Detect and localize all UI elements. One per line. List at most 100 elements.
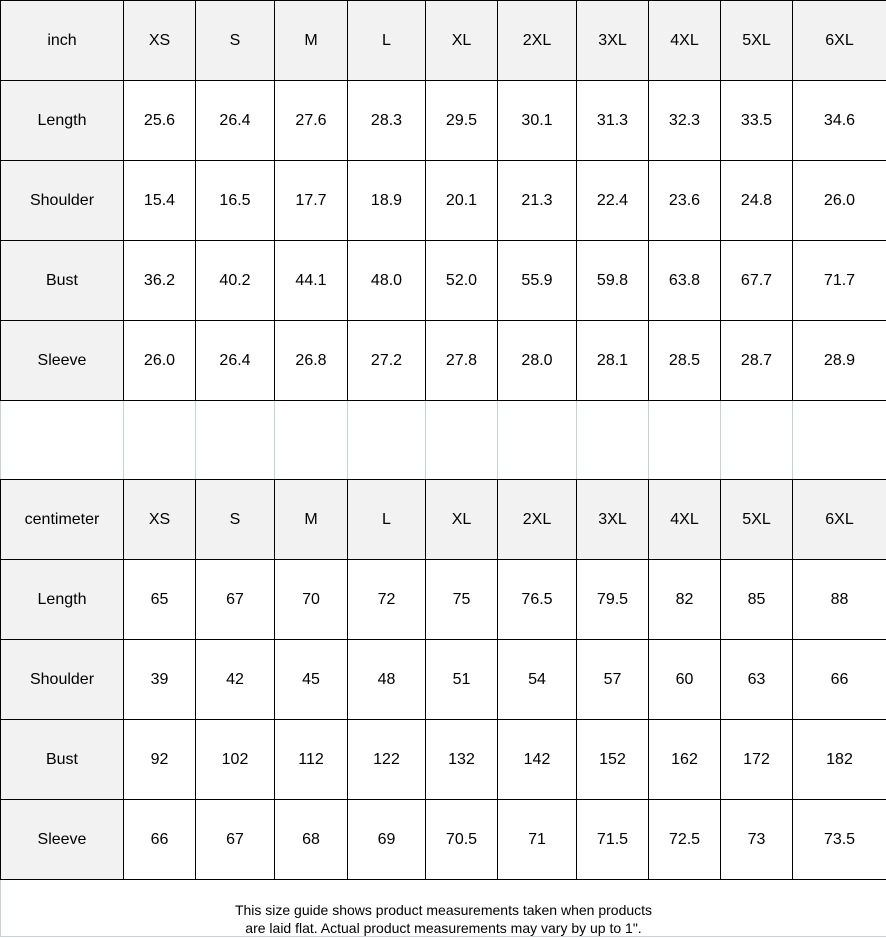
measurement-cell: 33.5 — [720, 80, 793, 161]
measurement-cell: 27.2 — [347, 320, 426, 401]
measurement-cell: 28.1 — [576, 320, 649, 401]
measurement-cell: 67.7 — [720, 240, 793, 321]
measurement-cell: 68 — [274, 799, 348, 880]
measurement-cell: 48 — [347, 639, 426, 720]
row-label: Shoulder — [0, 639, 124, 720]
header-row: centimeter XS S M L XL 2XL 3XL 4XL 5XL 6XL — [0, 479, 886, 560]
measurement-row: Shoulder 39 42 45 48 51 54 57 60 63 66 — [0, 639, 886, 720]
measurement-cell: 66 — [123, 799, 196, 880]
measurement-cell: 20.1 — [425, 160, 498, 241]
measurement-cell: 162 — [648, 719, 721, 800]
measurement-cell: 71.5 — [576, 799, 649, 880]
measurement-cell: 31.3 — [576, 80, 649, 161]
measurement-cell: 132 — [425, 719, 498, 800]
measurement-cell: 152 — [576, 719, 649, 800]
measurement-cell: 70 — [274, 559, 348, 640]
unit-label: centimeter — [0, 479, 124, 560]
measurement-cell: 76.5 — [497, 559, 577, 640]
size-header: XS — [123, 0, 196, 81]
measurement-cell: 28.5 — [648, 320, 721, 401]
measurement-cell: 88 — [792, 559, 886, 640]
empty-cell — [347, 401, 426, 479]
measurement-cell: 102 — [195, 719, 275, 800]
measurement-cell: 72.5 — [648, 799, 721, 880]
measurement-cell: 45 — [274, 639, 348, 720]
measurement-cell: 71.7 — [792, 240, 886, 321]
measurement-row: Bust 92 102 112 122 132 142 152 162 172 182 — [0, 719, 886, 800]
measurement-cell: 69 — [347, 799, 426, 880]
row-label: Bust — [0, 240, 124, 321]
measurement-cell: 26.4 — [195, 80, 275, 161]
empty-cell — [425, 401, 498, 479]
measurement-cell: 44.1 — [274, 240, 348, 321]
measurement-cell: 59.8 — [576, 240, 649, 321]
size-header: XL — [425, 479, 498, 560]
measurement-cell: 28.9 — [792, 320, 886, 401]
measurement-cell: 63.8 — [648, 240, 721, 321]
measurement-cell: 15.4 — [123, 160, 196, 241]
measurement-cell: 67 — [195, 559, 275, 640]
size-header: L — [347, 0, 426, 81]
measurement-row: Length 25.6 26.4 27.6 28.3 29.5 30.1 31.3 32.3 33… — [0, 80, 886, 161]
measurement-cell: 66 — [792, 639, 886, 720]
size-header: XL — [425, 0, 498, 81]
size-header: 4XL — [648, 479, 721, 560]
measurement-cell: 18.9 — [347, 160, 426, 241]
measurement-cell: 82 — [648, 559, 721, 640]
size-header: M — [274, 479, 348, 560]
size-header: M — [274, 0, 348, 81]
measurement-cell: 36.2 — [123, 240, 196, 321]
measurement-cell: 73 — [720, 799, 793, 880]
empty-cell — [648, 401, 721, 479]
size-header: L — [347, 479, 426, 560]
measurement-cell: 30.1 — [497, 80, 577, 161]
measurement-cell: 21.3 — [497, 160, 577, 241]
measurement-cell: 24.8 — [720, 160, 793, 241]
measurement-cell: 22.4 — [576, 160, 649, 241]
empty-cell — [576, 401, 649, 479]
empty-cell — [0, 401, 124, 479]
size-header: S — [195, 0, 275, 81]
size-header: 5XL — [720, 0, 793, 81]
measurement-cell: 39 — [123, 639, 196, 720]
measurement-cell: 63 — [720, 639, 793, 720]
measurement-cell: 28.3 — [347, 80, 426, 161]
measurement-row: Length 65 67 70 72 75 76.5 79.5 82 85 88 — [0, 559, 886, 640]
measurement-cell: 27.8 — [425, 320, 498, 401]
measurement-cell: 42 — [195, 639, 275, 720]
measurement-cell: 26.4 — [195, 320, 275, 401]
measurement-cell: 23.6 — [648, 160, 721, 241]
measurement-cell: 17.7 — [274, 160, 348, 241]
measurement-cell: 57 — [576, 639, 649, 720]
measurement-cell: 75 — [425, 559, 498, 640]
empty-cell — [274, 401, 348, 479]
row-label: Sleeve — [0, 320, 124, 401]
measurement-cell: 142 — [497, 719, 577, 800]
measurement-cell: 67 — [195, 799, 275, 880]
measurement-cell: 27.6 — [274, 80, 348, 161]
measurement-cell: 73.5 — [792, 799, 886, 880]
empty-cell — [195, 401, 275, 479]
row-label: Length — [0, 80, 124, 161]
size-header: 4XL — [648, 0, 721, 81]
size-chart: inch XS S M L XL 2XL 3XL 4XL 5XL 6XL Length 25.6 26.4… — [0, 0, 886, 880]
note-line-1: This size guide shows product measuremen… — [234, 902, 653, 918]
measurement-cell: 65 — [123, 559, 196, 640]
measurement-cell: 85 — [720, 559, 793, 640]
measurement-row: Bust 36.2 40.2 44.1 48.0 52.0 55.9 59.8 63.8 67.7… — [0, 240, 886, 321]
size-header: 2XL — [497, 0, 577, 81]
inch-size-table: inch XS S M L XL 2XL 3XL 4XL 5XL 6XL Length 25.6 26.4… — [0, 0, 886, 401]
measurement-cell: 34.6 — [792, 80, 886, 161]
measurement-cell: 182 — [792, 719, 886, 800]
size-header: 5XL — [720, 479, 793, 560]
size-header: 6XL — [792, 0, 886, 81]
measurement-cell: 32.3 — [648, 80, 721, 161]
measurement-cell: 55.9 — [497, 240, 577, 321]
size-header: 3XL — [576, 0, 649, 81]
measurement-cell: 29.5 — [425, 80, 498, 161]
measurement-row: Shoulder 15.4 16.5 17.7 18.9 20.1 21.3 22.4 23.6… — [0, 160, 886, 241]
measurement-cell: 26.0 — [792, 160, 886, 241]
measurement-cell: 26.0 — [123, 320, 196, 401]
measurement-cell: 51 — [425, 639, 498, 720]
measurement-cell: 48.0 — [347, 240, 426, 321]
